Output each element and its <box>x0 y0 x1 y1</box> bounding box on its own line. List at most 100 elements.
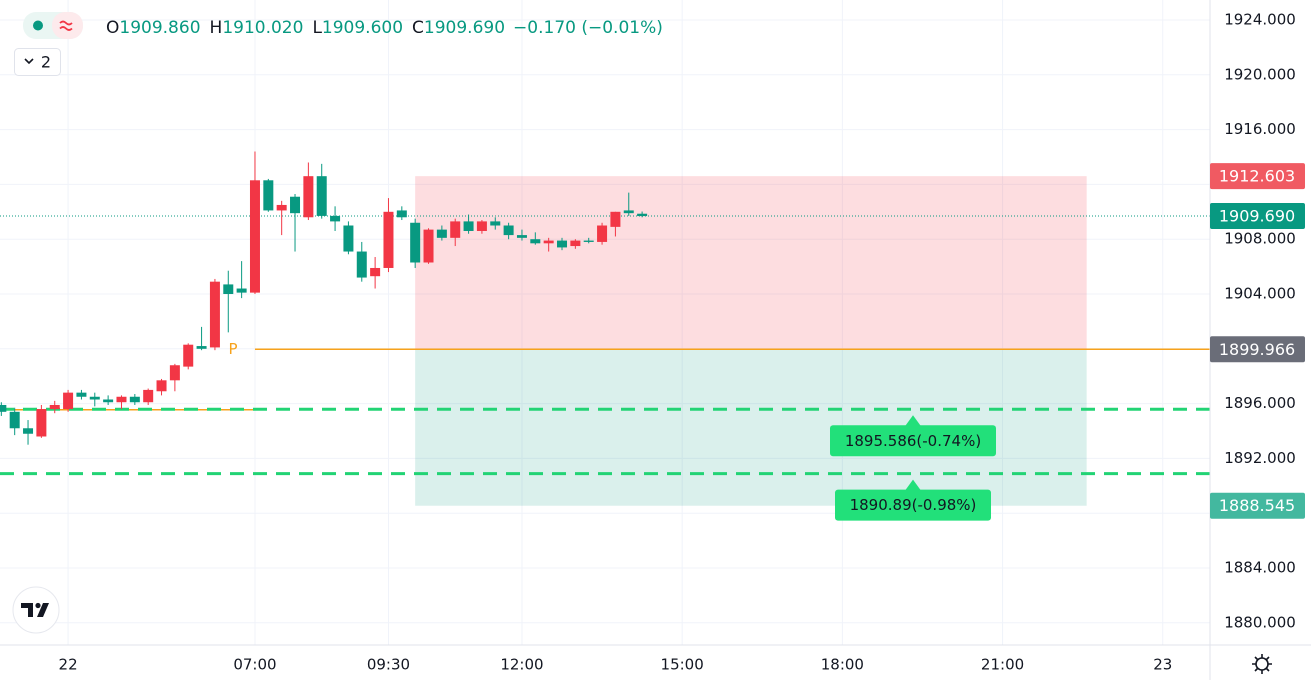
x-tick-label: 15:00 <box>661 656 704 674</box>
candle-body <box>0 404 7 412</box>
x-tick-label: 09:30 <box>367 656 410 674</box>
level-label-box <box>835 489 991 521</box>
candle-body <box>183 344 194 367</box>
candle-body <box>383 211 394 268</box>
pivot-label: P <box>228 340 237 358</box>
candle-body <box>436 229 447 238</box>
candle-body <box>423 229 434 263</box>
ohlc-value: 1909.860 <box>119 18 200 38</box>
x-tick-label: 12:00 <box>500 656 543 674</box>
candle-body <box>169 365 180 381</box>
collapse-button[interactable]: 2 <box>14 48 61 76</box>
candle-body <box>543 240 554 244</box>
interval-count: 2 <box>41 53 51 72</box>
x-tick-label: 23 <box>1153 656 1172 674</box>
candle-body <box>570 240 581 247</box>
candle-body <box>276 204 287 211</box>
candle-body <box>503 225 514 236</box>
level-pointer <box>905 479 921 491</box>
candle-body <box>236 288 247 293</box>
candle-body <box>49 404 60 410</box>
ohlc-key: C <box>412 18 424 38</box>
label-layer: 1895.586(-0.74%) 1890.89(-0.98%) <box>830 415 996 521</box>
price-box-label: 1888.545 <box>1219 496 1295 515</box>
ohlc-key: L <box>312 18 322 38</box>
candle-body <box>396 210 407 218</box>
y-tick-label: 1892.000 <box>1224 449 1296 467</box>
axis-layer: 1880.0001884.0001888.0001892.0001896.000… <box>59 11 1305 674</box>
candle-body <box>410 222 421 263</box>
symbol-status[interactable] <box>23 12 83 39</box>
tradingview-logo[interactable] <box>12 586 60 634</box>
candle-body <box>63 392 74 410</box>
price-box <box>1210 492 1305 519</box>
level-label: 1895.586(-0.74%) <box>845 432 981 450</box>
candle-body <box>263 180 274 211</box>
x-tick-label: 21:00 <box>981 656 1024 674</box>
candle-body <box>23 428 34 434</box>
ohlc-value: 1909.690 <box>424 18 505 38</box>
candle-body <box>116 396 127 403</box>
candle-body <box>196 346 207 349</box>
y-tick-label: 1920.000 <box>1224 65 1296 83</box>
candle-body <box>530 239 541 244</box>
candle-body <box>303 176 314 218</box>
line-layer: P <box>0 215 1210 476</box>
candle-body <box>330 215 341 222</box>
logo-v <box>37 603 49 617</box>
level-label: 1890.89(-0.98%) <box>850 496 977 514</box>
candle-body <box>516 235 527 238</box>
price-box-label: 1912.603 <box>1219 167 1295 186</box>
price-box-label: 1899.966 <box>1219 340 1295 359</box>
y-tick-label: 1916.000 <box>1224 120 1296 138</box>
ohlc-value: 1910.020 <box>222 18 303 38</box>
profit-zone <box>415 176 1087 350</box>
candle-body <box>637 213 648 217</box>
candle-body <box>103 399 114 403</box>
ohlc-key: O <box>106 18 119 38</box>
candle-body <box>9 411 20 429</box>
candle-body <box>476 221 487 231</box>
time-axis-panel <box>0 645 1311 680</box>
candle-body <box>143 389 154 403</box>
grid-layer <box>0 0 1210 645</box>
status-pill-right <box>52 12 83 39</box>
y-tick-label: 1896.000 <box>1224 394 1296 412</box>
price-box <box>1210 203 1305 230</box>
ohlc-header: O1909.860 H1910.020 L1909.600 C1909.690 −0.1… <box>106 18 663 38</box>
candle-body <box>370 267 381 277</box>
y-tick-label: 1884.000 <box>1224 559 1296 577</box>
logo-t <box>21 603 33 617</box>
x-tick-label: 22 <box>59 656 78 674</box>
candle-body <box>450 221 461 238</box>
candle-body <box>597 225 608 242</box>
candle-body <box>343 225 354 252</box>
market-open-dot <box>33 20 43 31</box>
settings-button[interactable] <box>1252 654 1272 674</box>
zone-layer <box>415 176 1087 506</box>
candle-body <box>316 176 327 216</box>
x-tick-label: 07:00 <box>233 656 276 674</box>
y-tick-label: 1908.000 <box>1224 230 1296 248</box>
candle-body <box>89 396 100 400</box>
logo-dot <box>35 602 41 609</box>
candle-body <box>129 396 140 403</box>
candle-body <box>610 211 621 227</box>
logo-badge <box>12 586 60 634</box>
ohlc-key: H <box>210 18 223 38</box>
y-tick-label: 1924.000 <box>1224 11 1296 29</box>
candle-body <box>583 240 594 242</box>
candle-body <box>490 221 501 226</box>
ohlc-value: 1909.600 <box>322 18 403 38</box>
candle-body <box>356 251 367 278</box>
price-box <box>1210 163 1305 190</box>
price-box <box>1210 336 1305 363</box>
level-label-box <box>830 425 996 457</box>
price-box-label: 1909.690 <box>1219 207 1295 226</box>
candle-body <box>76 392 87 397</box>
candle-body <box>290 196 301 214</box>
button-frame <box>14 48 61 76</box>
candle-body <box>223 284 234 295</box>
candle-body <box>36 409 47 437</box>
